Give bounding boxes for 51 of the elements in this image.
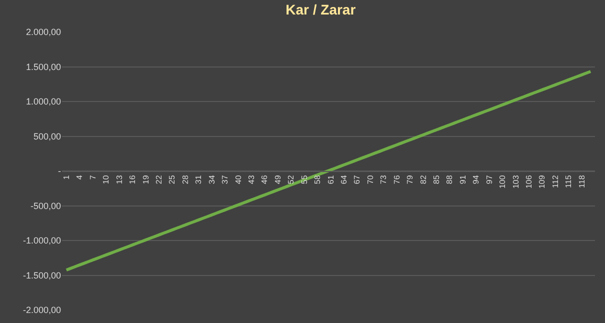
y-tick-label: -2.000,00 bbox=[22, 305, 61, 316]
chart-title: Kar / Zarar bbox=[286, 2, 356, 18]
x-tick-label: 1 bbox=[62, 174, 71, 180]
x-tick-label: 31 bbox=[194, 174, 204, 184]
line-series bbox=[64, 70, 592, 272]
x-tick-label: 94 bbox=[472, 174, 481, 184]
x-tick-label: 46 bbox=[260, 174, 270, 184]
x-tick-label: 34 bbox=[207, 174, 216, 184]
y-tick-label: -1.000,00 bbox=[22, 236, 61, 246]
x-tick-label: 82 bbox=[418, 174, 428, 184]
x-tick-label: 70 bbox=[366, 174, 375, 184]
y-tick-label: 500,00 bbox=[33, 131, 61, 142]
x-tick-label: 103 bbox=[511, 174, 520, 189]
x-tick-label: 67 bbox=[352, 174, 362, 184]
x-tick-label: 52 bbox=[286, 174, 296, 184]
y-tick-label: -1.500,00 bbox=[22, 270, 61, 280]
x-tick-label: 25 bbox=[168, 174, 177, 184]
y-tick-label: - bbox=[58, 166, 61, 176]
x-tick-label: 109 bbox=[538, 174, 547, 189]
x-tick-label: 49 bbox=[273, 174, 282, 184]
y-tick-label: -500,00 bbox=[30, 200, 61, 211]
y-tick-label: 2.000,00 bbox=[26, 27, 61, 38]
x-tick-label: 76 bbox=[392, 174, 402, 184]
x-tick-label: 10 bbox=[102, 174, 111, 184]
x-tick-label: 73 bbox=[379, 174, 388, 184]
x-tick-label: 85 bbox=[432, 174, 442, 184]
x-tick-label: 43 bbox=[247, 174, 256, 184]
x-tick-label: 115 bbox=[564, 174, 574, 188]
x-tick-label: 22 bbox=[154, 174, 164, 184]
x-tick-label: 4 bbox=[75, 174, 84, 180]
x-tick-label: 13 bbox=[114, 174, 124, 184]
x-tick-label: 112 bbox=[550, 174, 560, 188]
x-tick-label: 118 bbox=[577, 174, 586, 188]
x-tick-label: 64 bbox=[340, 174, 349, 184]
x-tick-label: 106 bbox=[524, 174, 534, 189]
x-tick-label: 100 bbox=[498, 174, 508, 189]
x-tick-label: 88 bbox=[445, 174, 454, 184]
x-tick-label: 19 bbox=[141, 174, 150, 184]
x-tick-label: 37 bbox=[220, 174, 230, 184]
x-tick-label: 16 bbox=[128, 174, 138, 184]
x-tick-label: 97 bbox=[484, 174, 494, 184]
x-tick-label: 28 bbox=[180, 174, 190, 184]
x-tick-label: 7 bbox=[88, 174, 98, 180]
x-tick-label: 91 bbox=[458, 174, 468, 184]
y-tick-label: 1.000,00 bbox=[26, 96, 61, 107]
x-tick-label: 61 bbox=[326, 174, 336, 184]
x-tick-label: 58 bbox=[313, 174, 322, 184]
y-tick-label: 1.500,00 bbox=[26, 62, 61, 72]
x-tick-label: 55 bbox=[300, 174, 309, 184]
x-tick-label: 40 bbox=[234, 174, 243, 184]
x-tick-label: 79 bbox=[406, 174, 415, 184]
